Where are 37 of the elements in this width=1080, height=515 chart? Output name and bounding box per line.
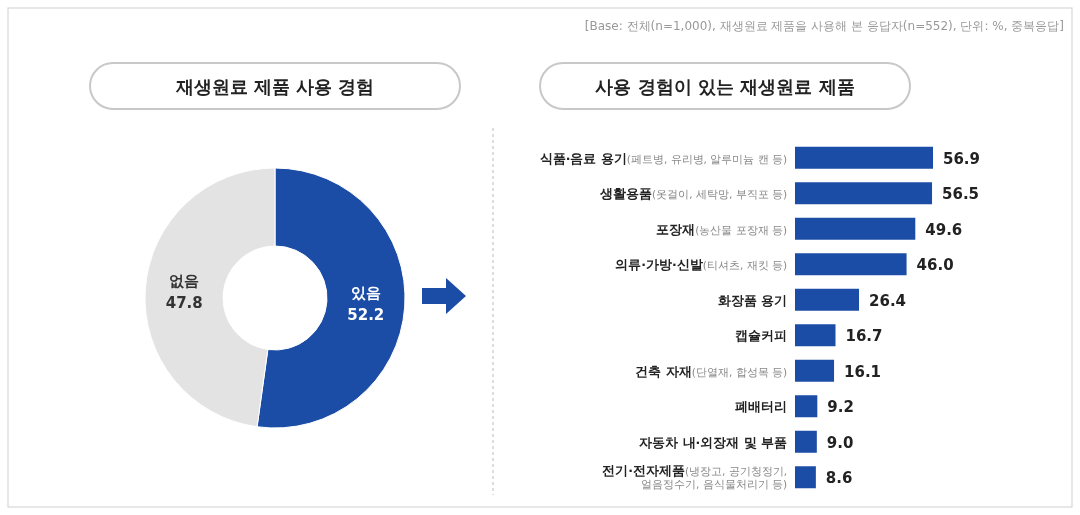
- chart-title: 사용 경험이 있는 재생원료 제품: [595, 76, 855, 97]
- bar: [795, 430, 817, 453]
- y-tick-label: 건축 자재(단열재, 합성목 등): [635, 363, 787, 379]
- bar: [795, 146, 933, 169]
- bar: [795, 182, 933, 205]
- y-tick-label: 폐배터리: [735, 399, 787, 415]
- data-label: 49.6: [925, 220, 963, 239]
- data-label: 56.5: [942, 185, 980, 204]
- data-label: 16.1: [844, 362, 882, 381]
- data-label: 47.8: [165, 293, 203, 312]
- slice-label: 없음: [169, 271, 200, 290]
- data-label: 16.7: [845, 327, 883, 346]
- data-label: 9.0: [826, 433, 854, 452]
- data-label: 9.2: [827, 398, 854, 417]
- chart-title: 재생원료 제품 사용 경험: [174, 76, 375, 97]
- y-tick-label: 포장재(농산물 포장재 등): [656, 221, 787, 237]
- y-tick-label: 의류·가방·신발(티셔츠, 재킷 등): [615, 257, 787, 273]
- data-label: 46.0: [916, 256, 954, 275]
- y-tick-label: 캡슐커피: [735, 328, 787, 344]
- y-tick-label: 식품·음료 용기(페트병, 유리병, 알루미늄 캔 등): [539, 150, 787, 166]
- y-tick-label: 화장품 용기: [717, 292, 787, 308]
- bar: [795, 395, 818, 418]
- data-label: 8.6: [825, 469, 853, 488]
- bar: [795, 253, 907, 276]
- y-tick-label: 생활용품(옷걸이, 세탁망, 부직포 등): [599, 186, 787, 202]
- bar: [795, 217, 916, 240]
- bar: [795, 466, 816, 489]
- text: [Base: 전체(n=1,000), 재생원료 제품을 사용해 본 응답자(n=552), 단위: %, 중복응답]: [584, 19, 1064, 33]
- y-tick-label: 전기·전자제품(냉장고, 공기청정기, 얼음정수기, 음식물처리기 등): [602, 463, 787, 491]
- bar: [795, 288, 860, 311]
- data-label: 56.9: [943, 149, 981, 168]
- y-tick-label: 자동차 내·외장재 및 부품: [639, 434, 787, 450]
- slice-label: 있음: [350, 284, 381, 303]
- data-label: 52.2: [347, 306, 385, 325]
- data-label: 26.4: [869, 291, 907, 310]
- bar: [795, 324, 836, 347]
- bar: [795, 359, 835, 382]
